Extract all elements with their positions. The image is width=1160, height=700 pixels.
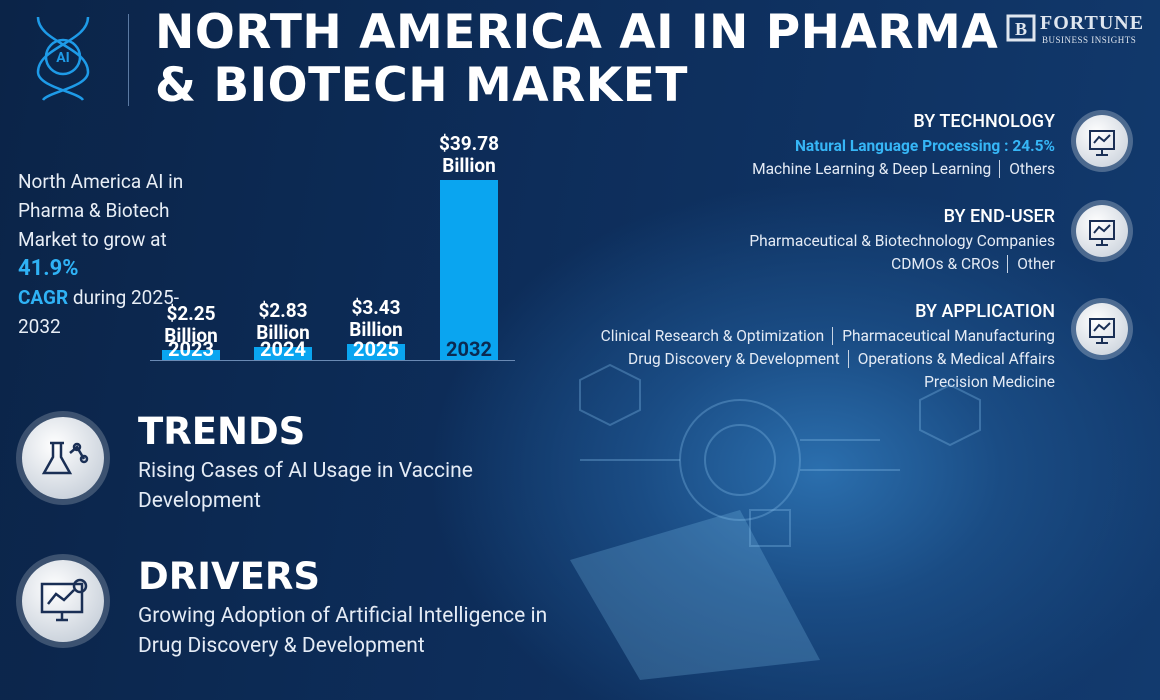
drivers-icon: [22, 560, 104, 642]
logo: B FORTUNE BUSINESS INSIGHTS: [1006, 12, 1144, 45]
segment: BY TECHNOLOGY Natural Language Processing…: [744, 110, 1055, 181]
svg-text:B: B: [1015, 19, 1027, 39]
value-label: $2.83 Billion: [256, 299, 310, 345]
value-label: $2.25 Billion: [164, 301, 218, 347]
segment-item: Operations & Medical Affairs: [847, 350, 1055, 368]
dna-icon: AI: [36, 16, 90, 101]
value-label: $39.78 Billion: [438, 132, 499, 177]
logo-sub: BUSINESS INSIGHTS: [1042, 35, 1137, 45]
trends-icon: [22, 417, 104, 499]
x-tick-label: 2023: [168, 337, 214, 361]
bar: [347, 344, 405, 360]
segment-row: Clinical Research & Optimization Pharmace…: [593, 325, 1055, 348]
segment-item: Pharmaceutical & Biotechnology Companies: [749, 232, 1055, 250]
intro-text: North America AI in Pharma & Biotech Mar…: [18, 170, 184, 251]
segment-item: Drug Discovery & Development: [628, 350, 840, 368]
title: NORTH AMERICA AI IN PHARMA & BIOTECH MARK…: [155, 6, 998, 112]
divider: [128, 14, 129, 106]
value-label: $3.43 Billion: [349, 296, 403, 342]
segment-icon: [1076, 205, 1128, 257]
segment-item: CDMOs & CROs: [891, 255, 1000, 273]
logo-name: FORTUNE: [1040, 12, 1145, 34]
segment-item: Pharmaceutical Manufacturing: [832, 327, 1055, 345]
title-line: NORTH AMERICA AI IN PHARMA: [155, 5, 999, 60]
segment-item: Precision Medicine: [924, 373, 1055, 391]
segment-row: CDMOs & CROs Other: [741, 253, 1055, 276]
intro: North America AI in Pharma & Biotech Mar…: [18, 167, 193, 341]
logo-mark: B: [1006, 14, 1036, 42]
segment-title: BY TECHNOLOGY: [913, 111, 1055, 132]
cagr-label: CAGR: [18, 286, 69, 309]
segment-title: BY END-USER: [943, 206, 1055, 227]
segment: BY END-USER Pharmaceutical & Biotechnolog…: [741, 205, 1055, 276]
segment-row: Precision Medicine: [593, 371, 1055, 394]
trends-title: TRENDS: [138, 410, 306, 453]
x-tick-label: 2032: [446, 337, 492, 361]
segment-row: Pharmaceutical & Biotechnology Companies: [741, 230, 1055, 253]
trends-text: Rising Cases of AI Usage in Vaccine Deve…: [138, 459, 473, 513]
bar: [162, 349, 220, 360]
segment-title: BY APPLICATION: [915, 301, 1055, 322]
background-art: [570, 363, 981, 680]
drivers-text: Growing Adoption of Artificial Intellige…: [138, 604, 548, 658]
cagr: 41.9%: [18, 256, 79, 281]
drivers-title: DRIVERS: [138, 555, 321, 598]
bar: [254, 347, 312, 360]
x-tick-label: 2025: [353, 337, 399, 361]
segment-icon: [1076, 303, 1128, 355]
segment-icon: [1076, 115, 1128, 167]
segment-item: Others: [999, 160, 1055, 178]
segment-row: Drug Discovery & Development Operations &…: [593, 348, 1055, 371]
segment: BY APPLICATION Clinical Research & Optimi…: [593, 300, 1055, 394]
x-tick-label: 2024: [260, 337, 306, 361]
bar: [440, 180, 498, 360]
segment-item: Clinical Research & Optimization: [600, 327, 825, 345]
title-line: & BIOTECH MARKET: [155, 58, 688, 113]
segment-item: Other: [1007, 255, 1055, 273]
segment-row: Machine Learning & Deep Learning Others: [744, 158, 1055, 181]
svg-text:AI: AI: [56, 50, 70, 66]
baseline: [150, 360, 515, 361]
segment-highlight: Natural Language Processing : 24.5%: [794, 137, 1055, 155]
period: during 2025-2032: [18, 286, 179, 338]
segment-item: Machine Learning & Deep Learning: [752, 160, 992, 178]
